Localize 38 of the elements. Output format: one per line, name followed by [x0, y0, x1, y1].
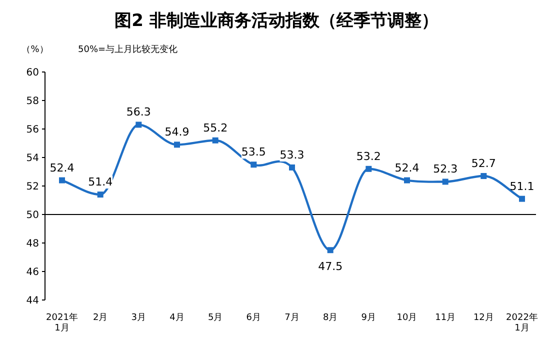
x-tick-label: 4月	[170, 313, 184, 323]
data-label: 52.7	[471, 157, 496, 170]
data-label: 53.3	[280, 148, 304, 162]
y-tick-label: 50	[26, 210, 39, 221]
y-tick-label: 54	[26, 153, 39, 164]
x-tick-label: 2022年 1月	[506, 312, 538, 334]
y-tick-label: 48	[26, 238, 39, 250]
text: 50%=与上月比较无变化	[78, 44, 178, 55]
x-tick-label: 5月	[208, 313, 223, 323]
x-tick-label: 11月	[435, 313, 456, 323]
x-tick-label: 12月	[473, 313, 494, 323]
data-label: 52.4	[50, 161, 74, 174]
y-tick-label: 58	[26, 96, 39, 107]
data-label: 47.5	[318, 260, 343, 274]
data-label: 54.9	[164, 126, 190, 139]
data-label: 52.3	[433, 162, 458, 176]
chart-title: 图2 非制造业商务活动指数（经季节调整）	[114, 11, 438, 31]
x-tick-label: 8月	[322, 313, 338, 323]
x-tick-label: 3月	[131, 313, 146, 323]
y-tick-label: 60	[26, 68, 39, 78]
data-label: 55.2	[203, 121, 228, 134]
data-label: 53.2	[356, 150, 381, 163]
data-label: 51.1	[510, 180, 534, 193]
data-label: 56.3	[126, 106, 151, 119]
x-tick-label: 2月	[92, 313, 108, 323]
y-tick-label: 52	[26, 182, 39, 192]
x-tick-label: 6月	[246, 313, 262, 323]
data-label: 51.4	[88, 176, 113, 189]
y-tick-label: 56	[26, 124, 39, 136]
y-axis-title: （%）	[22, 45, 48, 55]
data-label: 53.5	[241, 146, 266, 159]
x-tick-label: 7月	[284, 313, 300, 323]
y-tick-label: 46	[26, 267, 39, 278]
x-tick-label: 9月	[361, 313, 376, 323]
data-label: 52.4	[394, 161, 420, 174]
y-tick-label: 44	[26, 296, 39, 306]
x-tick-label: 2021年 1月	[46, 312, 78, 334]
x-tick-label: 10月	[396, 313, 418, 323]
